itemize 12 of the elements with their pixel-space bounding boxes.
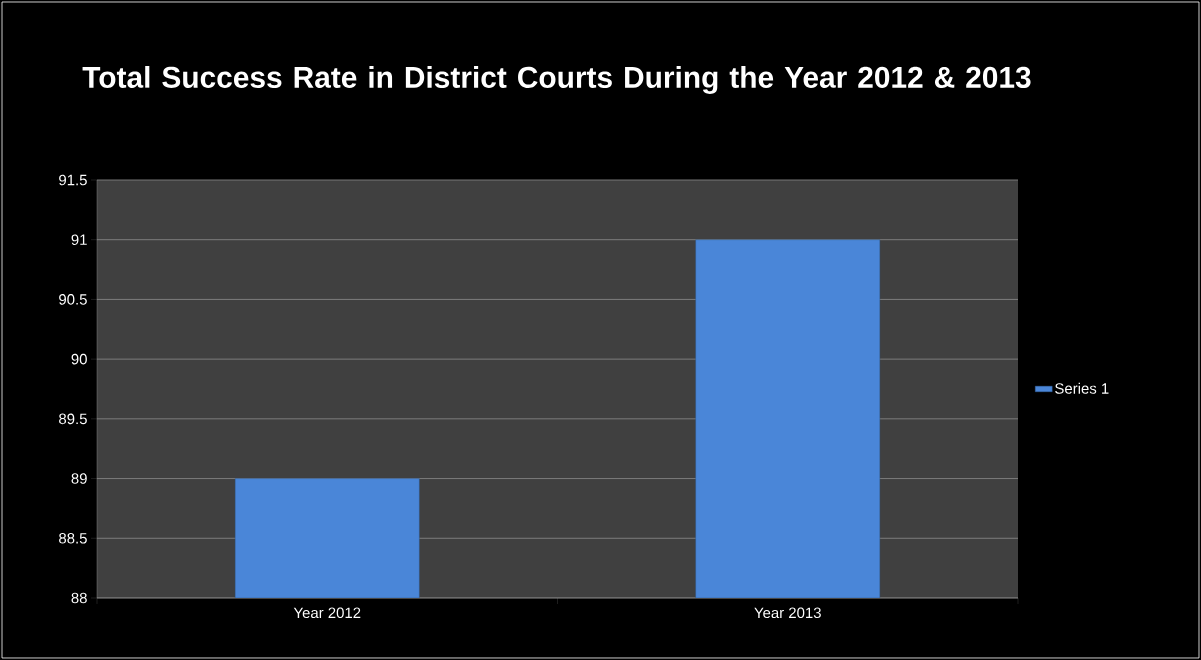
legend-label: Series 1 (1055, 382, 1109, 394)
chart-title: Total Success Rate in District Courts During the Year 2012 & 2013 (82, 65, 1031, 94)
y-tick-label: 91.5 (59, 174, 87, 186)
y-tick-label: 88 (71, 592, 87, 604)
x-tick-label: Year 2013 (754, 607, 821, 619)
y-tick-label: 90 (71, 353, 87, 365)
y-tick-label: 91 (71, 234, 87, 245)
y-tick-label: 89.5 (59, 413, 87, 425)
x-tick-label: Year 2012 (293, 607, 361, 619)
y-tick-label: 90.5 (59, 294, 87, 305)
y-tick-label: 88.5 (59, 532, 87, 544)
y-tick-label: 89 (71, 473, 87, 484)
